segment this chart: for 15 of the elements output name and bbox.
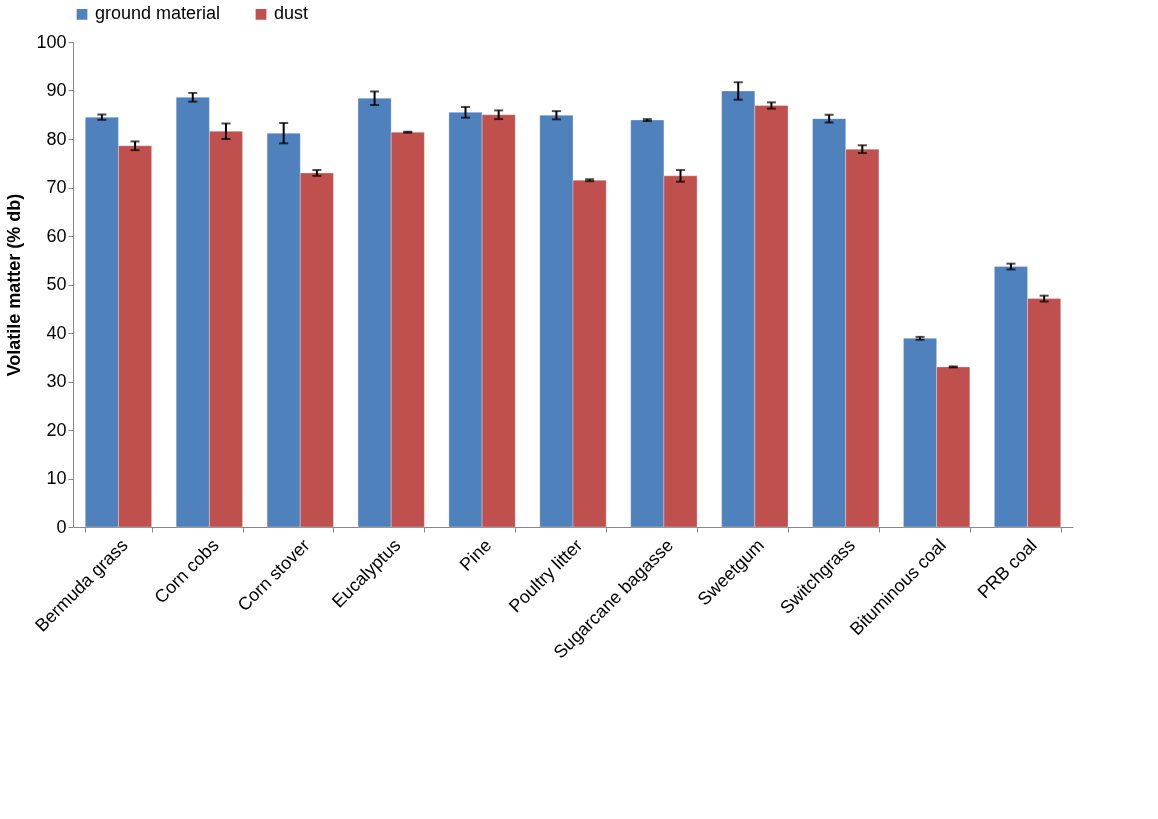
x-tick-label: Pine [455,535,496,575]
y-tick-label: 60 [46,225,67,246]
y-tick-label: 40 [46,322,67,343]
legend-label: ground material [95,3,221,24]
y-tick-label: 90 [46,80,67,100]
y-axis-title: Volatile matter (% db) [4,193,25,377]
y-tick-label: 70 [46,177,67,197]
y-tick-label: 30 [46,371,67,391]
y-tick-label: 50 [46,274,67,294]
legend-label: dust [274,3,309,24]
y-tick-label: 80 [46,128,67,149]
y-tick-label: 10 [46,468,67,488]
y-tick-label: 20 [46,419,67,440]
y-tick-label: 0 [56,516,67,537]
y-tick-label: 100 [36,31,67,52]
